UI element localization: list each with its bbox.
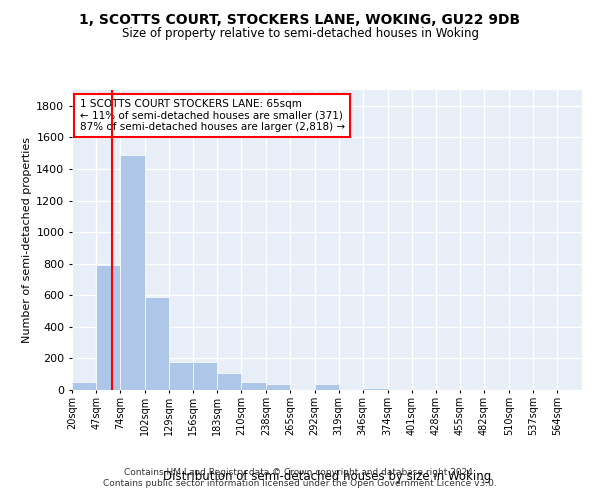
Text: Size of property relative to semi-detached houses in Woking: Size of property relative to semi-detach… xyxy=(121,28,479,40)
Text: 1 SCOTTS COURT STOCKERS LANE: 65sqm
← 11% of semi-detached houses are smaller (3: 1 SCOTTS COURT STOCKERS LANE: 65sqm ← 11… xyxy=(80,99,345,132)
Bar xyxy=(241,382,266,390)
Bar xyxy=(169,362,193,390)
Bar xyxy=(266,384,290,390)
Bar xyxy=(362,388,388,390)
Bar xyxy=(145,297,169,390)
Y-axis label: Number of semi-detached properties: Number of semi-detached properties xyxy=(22,137,32,343)
Bar xyxy=(217,372,241,390)
Bar xyxy=(72,382,96,390)
Text: Contains HM Land Registry data © Crown copyright and database right 2024.
Contai: Contains HM Land Registry data © Crown c… xyxy=(103,468,497,487)
Bar xyxy=(96,266,120,390)
Bar xyxy=(314,384,338,390)
X-axis label: Distribution of semi-detached houses by size in Woking: Distribution of semi-detached houses by … xyxy=(163,470,491,482)
Bar xyxy=(193,362,217,390)
Text: 1, SCOTTS COURT, STOCKERS LANE, WOKING, GU22 9DB: 1, SCOTTS COURT, STOCKERS LANE, WOKING, … xyxy=(79,12,521,26)
Bar xyxy=(120,154,145,390)
